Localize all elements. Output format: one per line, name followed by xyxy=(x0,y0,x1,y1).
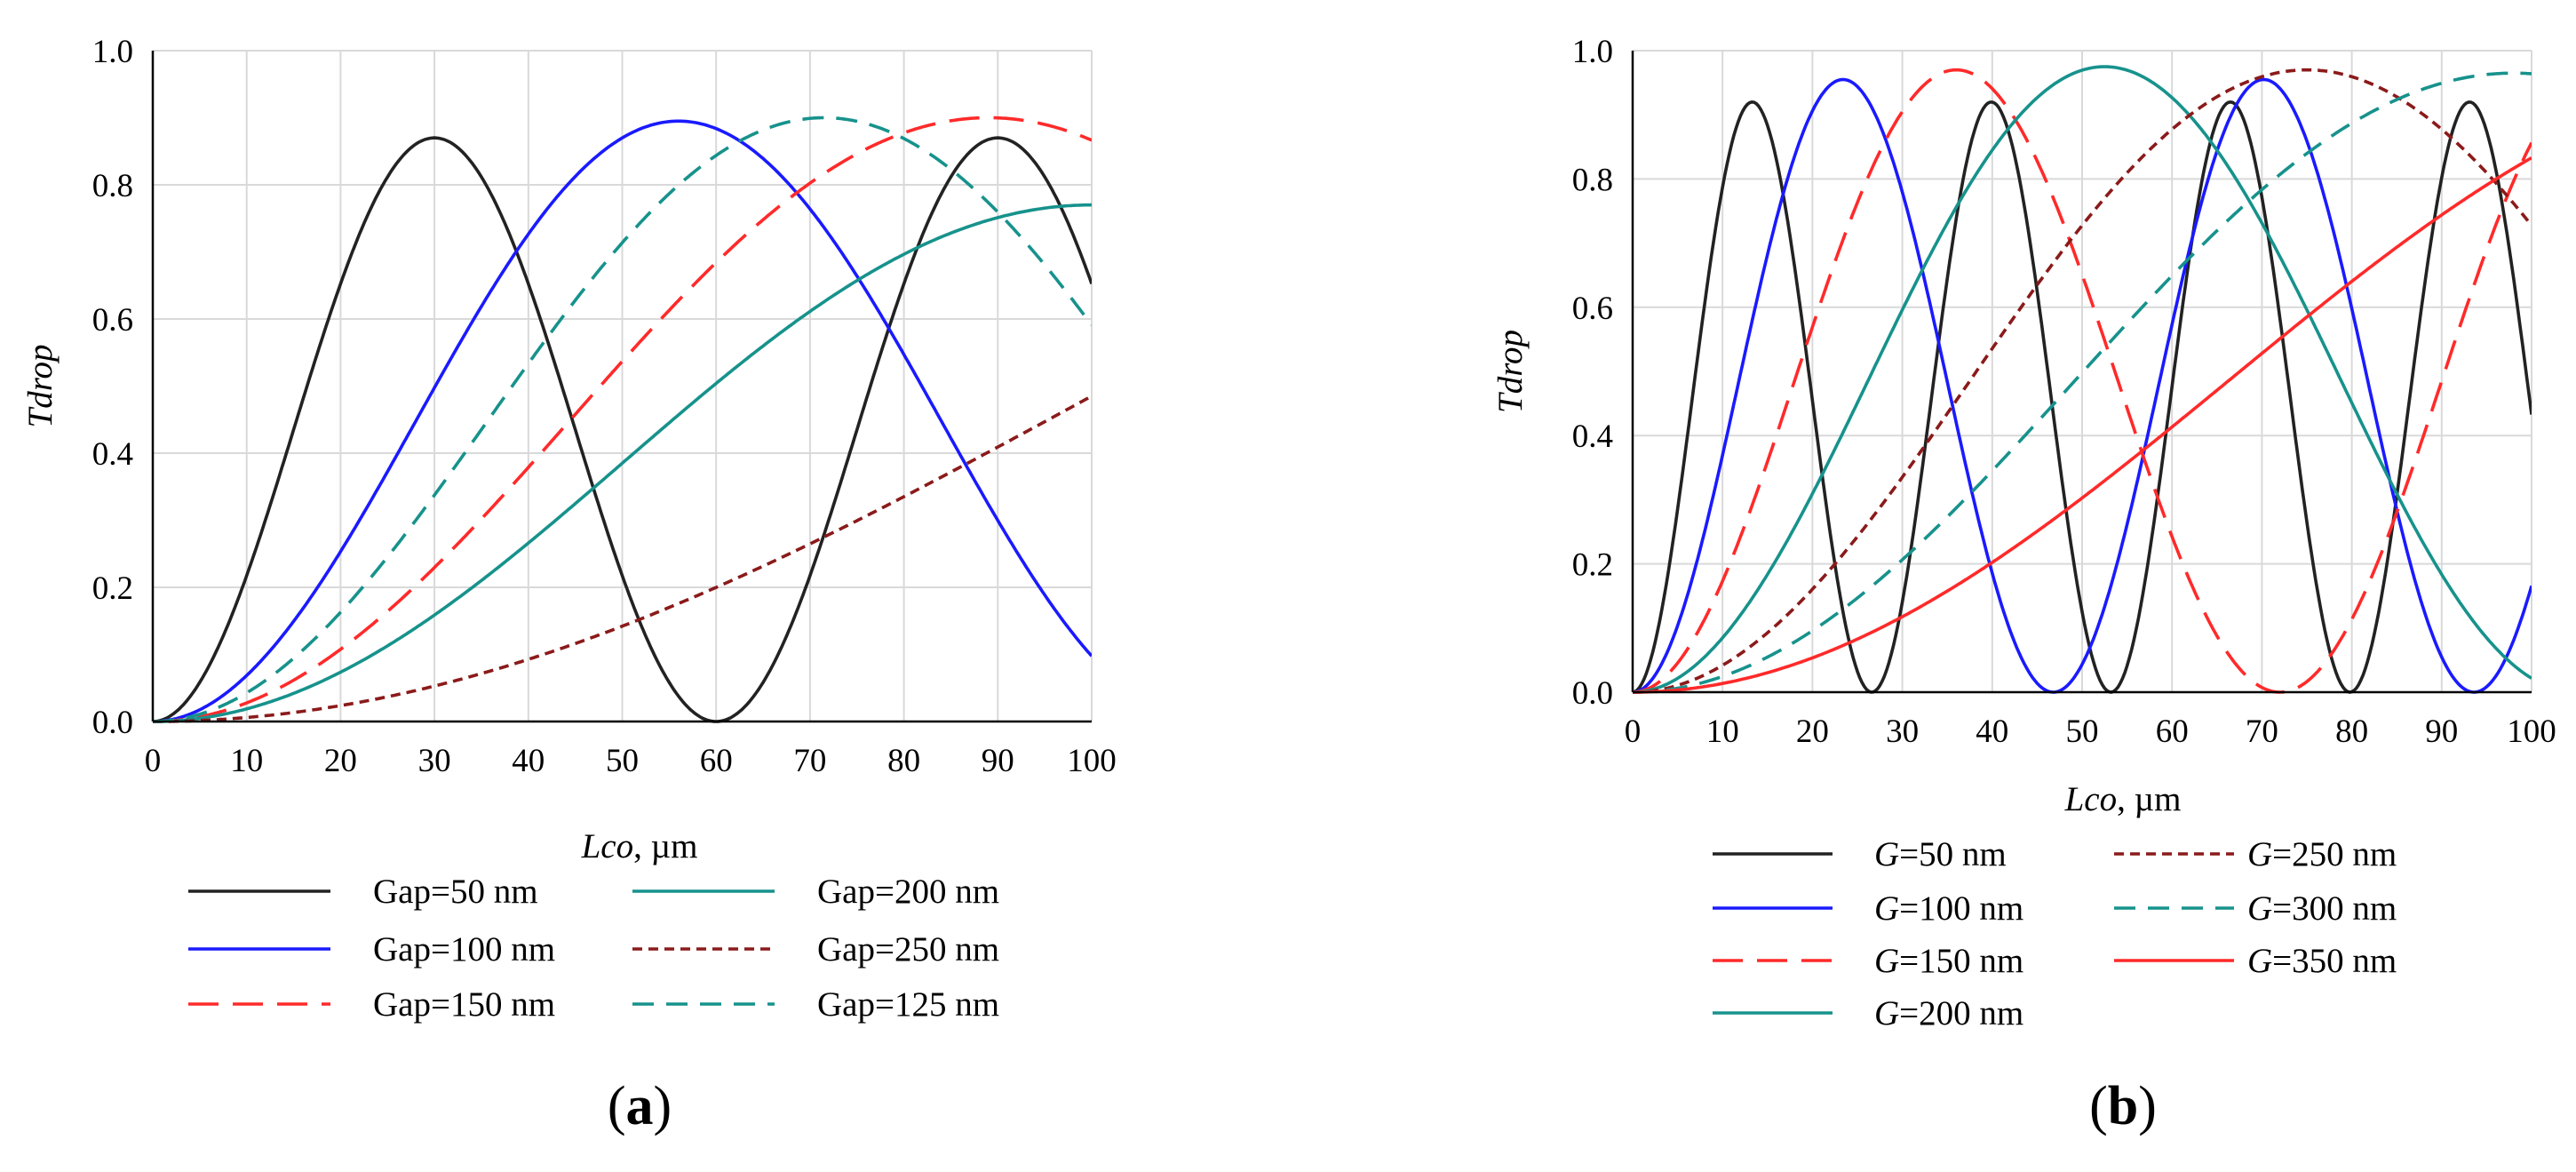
series-line xyxy=(1633,68,2532,694)
series-line xyxy=(153,116,1092,723)
y-tick-label: 0.8 xyxy=(1572,162,1613,198)
x-tick-label: 30 xyxy=(418,743,451,779)
legend: G=50 nmG=100 nmG=150 nmG=200 nmG=250 nmG… xyxy=(1713,835,2397,1032)
legend-entry: G=300 nm xyxy=(2247,889,2397,928)
series-line xyxy=(153,136,1092,723)
series-line xyxy=(153,395,1092,723)
legend-entry-suffix: =50 nm xyxy=(1899,835,2007,873)
x-tick-label: 90 xyxy=(2425,714,2458,750)
legend: Gap=50 nm Gap=100 nm Gap=150 nm Gap=200 nm G… xyxy=(188,873,999,1024)
series-line xyxy=(1633,68,2532,694)
legend-entry-prefix: G xyxy=(2247,835,2272,873)
legend-entry: G=150 nm xyxy=(1874,942,2023,980)
panel-label-close: ) xyxy=(654,1076,672,1136)
x-tick-label: 80 xyxy=(2335,714,2368,750)
legend-entry: Gap=50 nm xyxy=(373,873,538,911)
y-tick-label: 0.2 xyxy=(1572,547,1613,584)
x-tick-label: 40 xyxy=(512,743,545,779)
y-tick-label: 1.0 xyxy=(92,34,133,70)
legend-entry-prefix: G xyxy=(2247,942,2272,980)
legend-entry: G=200 nm xyxy=(1874,994,2023,1032)
legend-entry-prefix: G xyxy=(1874,942,1899,980)
series-lines xyxy=(1633,65,2532,694)
x-tick-label: 90 xyxy=(982,743,1014,779)
x-tick-label: 40 xyxy=(1976,714,2008,750)
panel-label: (a) xyxy=(608,1076,672,1136)
y-axis-label: Tdrop xyxy=(1491,330,1530,413)
chart-panel-a: 0 10 20 30 40 50 60 70 80 90 100 0.0 0.2 0.4 0.6 0.8 1.0… xyxy=(21,34,1117,1136)
series-line xyxy=(153,119,1092,723)
legend-entry: G=100 nm xyxy=(1874,889,2023,928)
y-axis-label: Tdrop xyxy=(21,345,60,428)
legend-entry-suffix: =350 nm xyxy=(2272,942,2397,980)
legend-entry: Gap=150 nm xyxy=(373,985,555,1024)
x-tick-label: 20 xyxy=(324,743,357,779)
legend-entry: Gap=250 nm xyxy=(817,930,999,969)
panel-label-letter: a xyxy=(626,1076,654,1136)
x-tick-label: 0 xyxy=(145,743,162,779)
panel-label-open: ( xyxy=(608,1076,626,1136)
series-line xyxy=(1633,65,2532,694)
y-tick-label: 0.4 xyxy=(92,436,133,473)
legend-entry-prefix: G xyxy=(1874,994,1899,1032)
x-axis-label-var: Lco xyxy=(2064,780,2118,818)
series-line xyxy=(153,116,1092,723)
x-axis-label-unit: , µm xyxy=(2117,780,2181,818)
panel-label-open: ( xyxy=(2089,1076,2108,1136)
x-tick-label: 80 xyxy=(887,743,920,779)
legend-entry-suffix: =200 nm xyxy=(1899,994,2023,1032)
x-tick-label: 70 xyxy=(793,743,826,779)
y-tick-label: 0.0 xyxy=(1572,675,1613,712)
x-tick-label: 60 xyxy=(700,743,733,779)
x-tick-label: 100 xyxy=(1067,743,1117,779)
x-axis-label-unit: , µm xyxy=(633,827,697,865)
series-line xyxy=(1633,156,2532,694)
legend-entry: G=250 nm xyxy=(2247,835,2397,873)
panel-label: (b) xyxy=(2089,1076,2157,1136)
legend-entry-prefix: G xyxy=(1874,835,1899,873)
grid xyxy=(1632,50,2532,693)
chart-panel-b: 0 10 20 30 40 50 60 70 80 90 100 0.0 0.2 0.4 0.6 0.8 1.0… xyxy=(1491,34,2556,1136)
y-tick-label: 0.6 xyxy=(1572,291,1613,327)
series-lines xyxy=(153,116,1092,723)
legend-entry-prefix: G xyxy=(2247,889,2272,928)
x-tick-label: 10 xyxy=(230,743,263,779)
legend-entry-suffix: =300 nm xyxy=(2272,889,2397,928)
x-tick-label: 60 xyxy=(2156,714,2189,750)
legend-entry: Gap=125 nm xyxy=(817,985,999,1024)
panel-label-letter: b xyxy=(2108,1076,2138,1136)
x-tick-label: 100 xyxy=(2507,714,2556,750)
legend-entry: Gap=100 nm xyxy=(373,930,555,969)
x-tick-label: 30 xyxy=(1886,714,1919,750)
y-tick-label: 0.8 xyxy=(92,168,133,204)
legend-entry-prefix: G xyxy=(1874,889,1899,928)
x-tick-label: 20 xyxy=(1796,714,1829,750)
legend-entry: G=350 nm xyxy=(2247,942,2397,980)
series-line xyxy=(153,203,1092,723)
y-tick-label: 0.0 xyxy=(92,705,133,741)
legend-entry: Gap=200 nm xyxy=(817,873,999,911)
legend-entry: G=50 nm xyxy=(1874,835,2007,873)
legend-entry-suffix: =150 nm xyxy=(1899,942,2023,980)
x-tick-label: 50 xyxy=(606,743,639,779)
y-tick-label: 1.0 xyxy=(1572,34,1613,70)
x-tick-label: 70 xyxy=(2246,714,2278,750)
y-tick-label: 0.2 xyxy=(92,570,133,607)
series-line xyxy=(1633,77,2532,694)
x-axis-label: Lco, µm xyxy=(2064,780,2182,818)
x-axis-label-var: Lco xyxy=(581,827,634,865)
y-tick-label: 0.4 xyxy=(1572,419,1613,455)
x-tick-label: 10 xyxy=(1706,714,1739,750)
y-tick-label: 0.6 xyxy=(92,302,133,339)
x-axis-label: Lco, µm xyxy=(581,827,698,865)
legend-entry-suffix: =250 nm xyxy=(2272,835,2397,873)
x-tick-label: 50 xyxy=(2066,714,2099,750)
legend-entry-suffix: =100 nm xyxy=(1899,889,2023,928)
x-tick-label: 0 xyxy=(1625,714,1642,750)
panel-label-close: ) xyxy=(2138,1076,2157,1136)
